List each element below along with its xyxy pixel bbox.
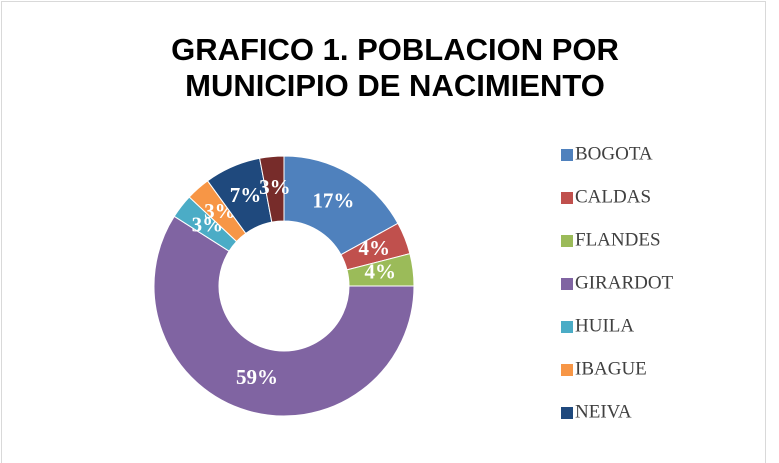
legend-swatch (561, 278, 573, 290)
chart-title: GRAFICO 1. POBLACION POR (171, 32, 619, 67)
legend-label: GIRARDOT (575, 272, 674, 293)
legend-label: BOGOTA (575, 143, 653, 164)
legend-swatch (561, 235, 573, 247)
data-label: 4% (358, 236, 390, 260)
legend-label: FLANDES (575, 229, 661, 250)
legend-label: HUILA (575, 315, 634, 336)
chart-title: MUNICIPIO DE NACIMIENTO (185, 68, 605, 103)
legend-label: IBAGUE (575, 358, 647, 379)
data-label: 7% (230, 183, 262, 207)
legend-label: CALDAS (575, 186, 651, 207)
legend-swatch (561, 407, 573, 419)
data-label: 17% (312, 188, 354, 212)
legend-label: NEIVA (575, 401, 632, 422)
data-label: 4% (364, 260, 396, 284)
legend-swatch (561, 192, 573, 204)
data-label: 59% (236, 365, 278, 389)
legend-swatch (561, 321, 573, 333)
legend-swatch (561, 149, 573, 161)
data-label: 3% (259, 175, 291, 199)
donut-slice (259, 155, 285, 223)
donut-slice (153, 215, 415, 417)
legend-swatch (561, 364, 573, 376)
